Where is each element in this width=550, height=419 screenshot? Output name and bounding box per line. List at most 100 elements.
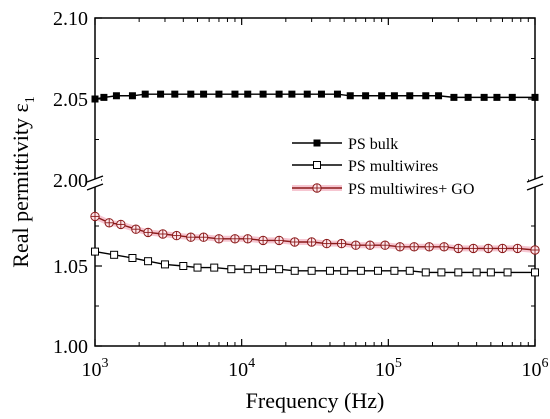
y-tick-label: 2.00 [53,170,88,192]
x-tick-label-exponent: 5 [395,356,402,371]
data-point [453,243,464,254]
data-point [91,95,99,103]
axis-break-mark [526,175,544,183]
data-point [406,92,414,100]
data-point [259,265,268,274]
data-point [210,263,219,272]
data-point [390,266,399,275]
x-tick-label: 105 [375,356,402,381]
legend-item: PS multiwires+ GO [292,181,474,198]
data-point [351,240,361,250]
series-layer [90,90,540,277]
y-tick-label: 2.10 [53,8,88,30]
axis-break-mark [86,183,104,191]
x-tick-label-base: 10 [82,359,102,381]
data-point [325,266,334,275]
data-point [530,245,540,255]
data-point [144,257,153,266]
data-point [435,92,443,100]
x-tick-label: 106 [522,356,549,381]
data-point [390,92,398,100]
data-point [468,243,479,254]
data-point [186,232,196,242]
data-point [158,229,168,239]
y-tick-label: 1.00 [53,336,88,358]
x-tick-label: 103 [82,356,109,381]
data-point [143,227,153,238]
data-point [340,266,349,275]
data-point [365,240,375,250]
data-point [231,90,239,98]
data-point [179,262,188,270]
data-point [258,235,268,246]
x-axis-title: Frequency (Hz) [246,388,385,413]
data-point [336,238,347,249]
data-point [131,224,141,234]
data-point [378,92,386,100]
data-point [437,268,446,277]
data-point [274,235,284,246]
data-point [312,183,322,193]
data-point [243,234,253,244]
data-point [380,240,390,250]
data-point [306,237,317,247]
data-point [230,234,240,244]
axis-break-mark [526,183,544,191]
legend-item: PS multiwires [292,158,438,175]
data-point [483,243,493,254]
axis-break-gap [89,179,101,187]
series-1 [91,90,539,103]
data-point [472,268,481,277]
data-point [160,260,169,269]
legend-label: PS multiwires [348,158,438,175]
data-point [200,90,208,98]
data-point [454,268,463,277]
data-point [128,254,137,262]
data-point [317,90,325,98]
data-point [116,219,126,230]
x-tick-label-exponent: 6 [542,356,549,371]
data-point [303,90,311,98]
data-point [198,232,209,242]
y-tick-label: 2.05 [53,89,88,111]
data-point [171,90,179,98]
x-tick-label-exponent: 4 [248,356,255,371]
y-axis-title: Real permittivity ε1 [8,96,38,267]
data-point [409,242,419,252]
y-axis-title-sub: 1 [23,96,38,103]
axis-break-mark [86,175,104,183]
data-point [486,268,495,277]
x-tick-label-base: 10 [375,359,395,381]
data-point [100,93,108,101]
data-point [362,92,370,100]
data-point [187,90,195,98]
axis-break-gap [529,179,541,187]
y-tick-label: 1.05 [53,256,88,278]
y-axis-title-main: Real permittivity ε [8,103,33,267]
data-point [288,90,296,98]
data-point [373,266,382,275]
data-point [333,90,341,98]
data-point [464,93,472,101]
data-point [259,90,267,98]
legend-item: PS bulk [292,136,398,153]
x-tick-label: 104 [228,356,255,381]
data-point [497,243,508,254]
legend: PS bulk PS multiwires PS multiwires+ GO [292,136,474,198]
data-point [227,265,236,274]
x-tick-label-base: 10 [228,359,248,381]
data-point [531,268,539,277]
data-point [424,242,434,252]
data-point [531,93,539,101]
legend-label: PS multiwires+ GO [348,181,474,198]
data-point [275,265,284,274]
data-point [512,243,523,254]
data-point [290,237,300,247]
data-point [193,263,202,272]
data-point [214,234,224,244]
data-point [243,265,252,274]
data-point [110,250,119,259]
data-point [313,161,321,169]
